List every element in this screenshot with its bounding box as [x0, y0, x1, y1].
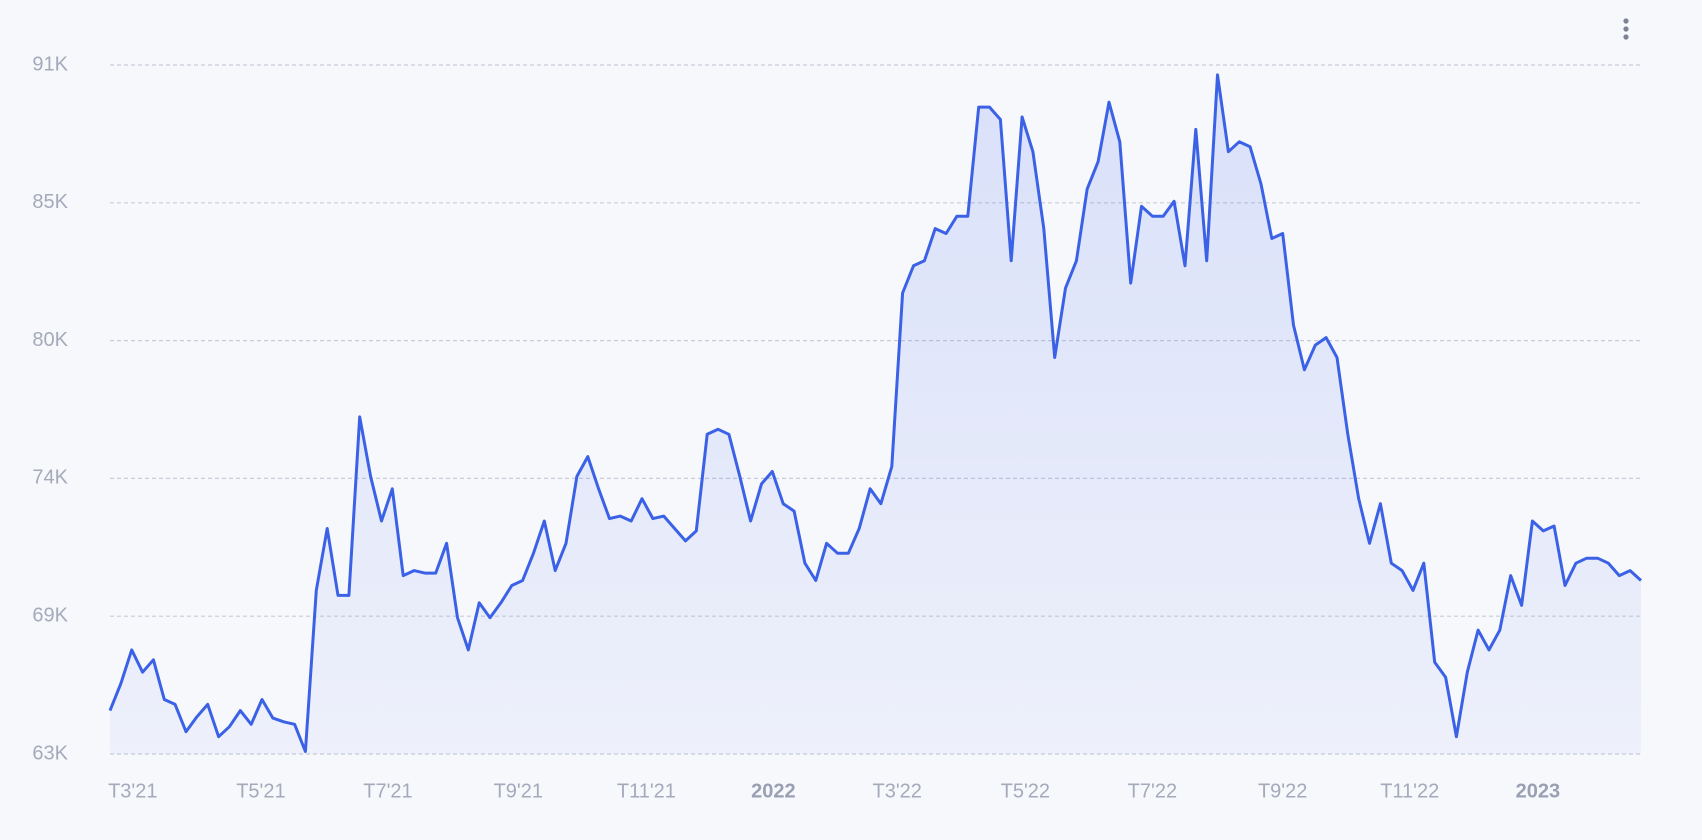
x-tick-label: T7'21 — [363, 780, 412, 802]
x-tick-label: T5'21 — [236, 780, 285, 802]
menu-dot[interactable] — [1623, 26, 1629, 32]
y-tick-label: 63K — [32, 742, 68, 764]
y-tick-label: 91K — [32, 53, 68, 75]
x-tick-label: T3'22 — [873, 780, 922, 802]
menu-dot[interactable] — [1623, 34, 1629, 40]
menu-dot[interactable] — [1623, 18, 1629, 24]
x-tick-label: T9'21 — [494, 780, 543, 802]
area — [110, 74, 1641, 754]
x-tick-label: 2022 — [751, 780, 796, 802]
y-tick-label: 74K — [32, 467, 68, 489]
x-tick-label: T3'21 — [108, 780, 157, 802]
menu-button[interactable] — [1623, 18, 1629, 40]
y-tick-label: 80K — [32, 329, 68, 351]
x-tick-label: T11'22 — [1380, 780, 1439, 802]
x-tick-label: T5'22 — [1001, 780, 1050, 802]
line — [108, 73, 1643, 753]
y-tick-label: 69K — [32, 604, 68, 626]
x-tick-label: T7'22 — [1128, 780, 1177, 802]
x-tick-label: T11'21 — [617, 780, 676, 802]
x-tick-label: T9'22 — [1258, 780, 1307, 802]
x-tick-label: 2023 — [1516, 780, 1561, 802]
y-tick-label: 85K — [32, 191, 68, 213]
